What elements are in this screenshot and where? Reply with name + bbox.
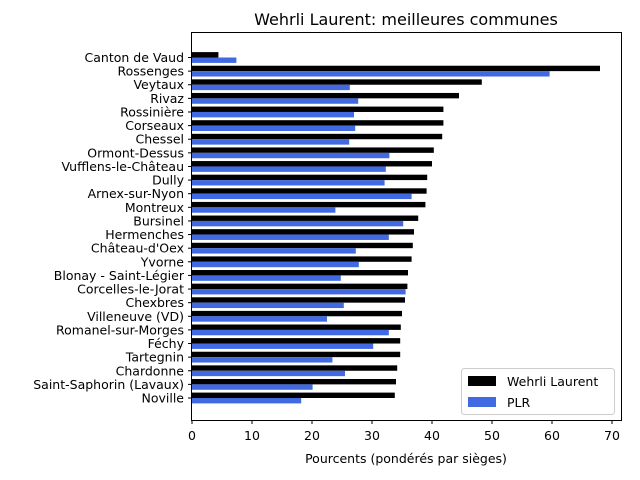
bar-wehrli (192, 52, 219, 58)
bar-plr (192, 166, 386, 172)
bar-wehrli (192, 133, 443, 140)
bar-wehrli (192, 242, 413, 249)
bar-wehrli (192, 79, 482, 85)
bar-plr (192, 152, 390, 159)
y-tick-label: Chessel (135, 132, 184, 147)
bar-wehrli (192, 188, 427, 194)
legend-label-plr: PLR (507, 395, 531, 410)
bar-plr (192, 302, 344, 309)
bar-plr (192, 248, 356, 254)
y-tick-label: Montreux (125, 200, 184, 215)
bar-plr (192, 275, 341, 281)
y-tick-label: Ormont-Dessus (87, 145, 184, 160)
bar-plr (192, 357, 333, 363)
bar-wehrli (192, 215, 419, 221)
legend-label-wehrli: Wehrli Laurent (507, 374, 598, 389)
y-tick-label: Bursinel (133, 213, 184, 228)
bar-plr (192, 57, 237, 63)
y-tick-label: Chexbres (125, 295, 184, 310)
bar-plr (192, 370, 345, 377)
bar-plr (192, 111, 354, 118)
y-axis: Canton de VaudRossengesVeytauxRivazRossi… (33, 50, 192, 406)
y-tick-label: Veytaux (133, 77, 184, 92)
x-axis: 0 10 20 30 40 50 60 70 (188, 420, 620, 443)
y-tick-label: Noville (141, 391, 184, 406)
bar-wehrli (192, 92, 459, 99)
chart-title: Wehrli Laurent: meilleures communes (254, 10, 558, 29)
y-tick-label: Corcelles-le-Jorat (77, 282, 184, 297)
bar-plr (192, 316, 327, 322)
y-tick-label: Rossinière (120, 104, 184, 119)
bar-wehrli (192, 338, 401, 344)
x-axis-label: Pourcents (pondérés par sièges) (305, 451, 507, 466)
y-tick-label: Romanel-sur-Morges (56, 322, 184, 337)
x-tick-label: 10 (244, 428, 260, 443)
bar-wehrli (192, 351, 401, 358)
y-tick-label: Château-d'Oex (91, 241, 184, 256)
bar-wehrli (192, 392, 395, 398)
bar-plr (192, 398, 302, 404)
x-tick-label: 30 (364, 428, 380, 443)
bar-plr (192, 139, 350, 145)
bar-wehrli (192, 147, 434, 153)
bar-wehrli (192, 297, 405, 303)
bar-plr (192, 220, 404, 227)
plot-frame (191, 32, 622, 421)
y-tick-label: Arnex-sur-Nyon (88, 186, 184, 201)
legend-swatch-plr (468, 397, 496, 407)
bar-plr (192, 289, 406, 295)
bar-plr (192, 384, 313, 390)
y-tick-label: Rossenges (117, 64, 184, 79)
bar-wehrli (192, 378, 396, 385)
bars-layer (192, 52, 600, 404)
y-tick-label: Canton de Vaud (85, 50, 184, 65)
bar-plr (192, 125, 356, 131)
y-tick-label: Corseaux (125, 118, 184, 133)
x-tick-label: 0 (188, 428, 196, 443)
y-tick-label: Blonay - Saint-Légier (54, 268, 185, 283)
y-tick-label: Saint-Saphorin (Lavaux) (33, 377, 184, 392)
bar-wehrli (192, 310, 402, 317)
x-tick-label: 60 (544, 428, 560, 443)
bar-plr (192, 261, 359, 268)
x-tick-label: 20 (304, 428, 320, 443)
y-tick-label: Villeneuve (VD) (87, 309, 184, 324)
legend-box (461, 368, 615, 415)
y-tick-label: Yvorne (140, 254, 185, 269)
bar-plr (192, 98, 359, 104)
bar-wehrli (192, 324, 401, 330)
x-tick-label: 70 (604, 428, 620, 443)
bar-plr (192, 180, 385, 186)
bar-wehrli (192, 120, 444, 126)
legend-swatch-wehrli (468, 376, 496, 386)
x-tick-label: 50 (484, 428, 500, 443)
bar-wehrli (192, 283, 408, 290)
bar-plr (192, 71, 550, 77)
bar-plr (192, 207, 336, 213)
y-tick-label: Féchy (148, 336, 185, 351)
y-tick-label: Chardonne (116, 363, 185, 378)
bar-plr (192, 329, 389, 336)
bar-wehrli (192, 65, 600, 72)
bar-plr (192, 84, 350, 91)
y-tick-label: Hermenches (105, 227, 184, 242)
bar-plr (192, 343, 374, 349)
bar-plr (192, 234, 389, 240)
bar-wehrli (192, 229, 414, 235)
bar-wehrli (192, 161, 432, 167)
bar-wehrli (192, 365, 398, 371)
bar-wehrli (192, 201, 426, 208)
legend: Wehrli Laurent PLR (461, 368, 615, 415)
bar-plr (192, 193, 412, 200)
y-tick-label: Rivaz (150, 91, 184, 106)
bar-wehrli (192, 270, 408, 276)
bar-wehrli (192, 106, 444, 112)
y-tick-label: Dully (152, 173, 184, 188)
y-tick-label: Tartegnin (125, 350, 184, 365)
bar-wehrli (192, 256, 412, 262)
bar-wehrli (192, 174, 428, 181)
y-tick-label: Vufflens-le-Château (61, 159, 184, 174)
x-tick-label: 40 (424, 428, 440, 443)
